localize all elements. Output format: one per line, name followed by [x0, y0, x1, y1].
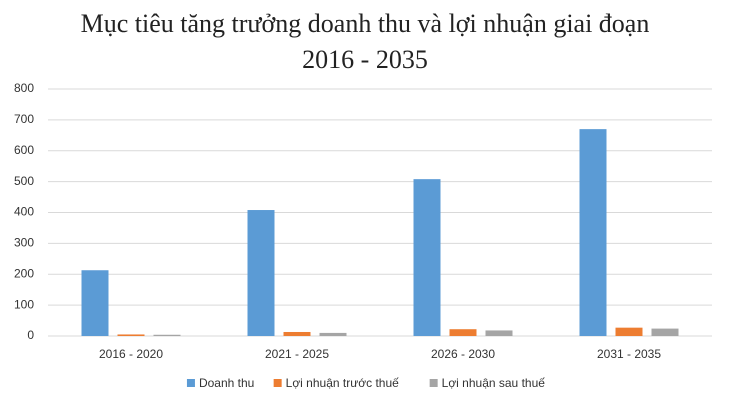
y-tick-label: 0 [27, 328, 34, 342]
y-tick-label: 500 [14, 174, 34, 188]
bar [81, 270, 109, 336]
legend-label: Doanh thu [199, 376, 254, 390]
legend-swatch [429, 379, 438, 387]
bar [117, 334, 145, 336]
y-tick-label: 700 [14, 112, 34, 126]
y-tick-label: 100 [14, 297, 34, 311]
bar [413, 179, 441, 336]
y-tick-label: 800 [14, 81, 34, 95]
y-tick-label: 200 [14, 266, 34, 280]
y-tick-label: 600 [14, 143, 34, 157]
legend-label: Lợi nhuận sau thuế [442, 376, 546, 390]
bar [651, 328, 679, 336]
bar [579, 129, 607, 336]
y-tick-label: 300 [14, 236, 34, 250]
legend-swatch [273, 379, 282, 387]
legend-label: Lợi nhuận trước thuế [286, 376, 399, 390]
bar [319, 332, 347, 336]
bar [449, 329, 477, 336]
bar [247, 210, 275, 336]
x-tick-label: 2026 - 2030 [431, 347, 495, 361]
bar [485, 330, 513, 336]
legend-swatch [186, 379, 195, 387]
bar [283, 331, 311, 336]
bar [153, 334, 181, 336]
x-tick-label: 2031 - 2035 [597, 347, 661, 361]
x-tick-label: 2021 - 2025 [265, 347, 329, 361]
bar [615, 327, 643, 336]
y-tick-label: 400 [14, 205, 34, 219]
x-tick-label: 2016 - 2020 [99, 347, 163, 361]
chart-title: Mục tiêu tăng trưởng doanh thu và lợi nh… [80, 9, 650, 74]
